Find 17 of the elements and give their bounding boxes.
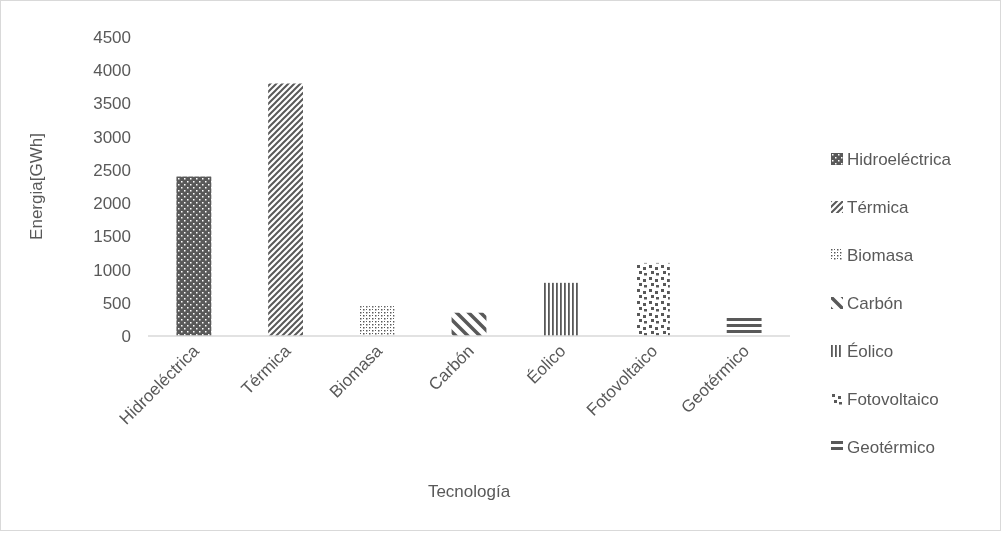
legend-label: Hidroeléctrica xyxy=(847,150,952,169)
y-tick-label: 4000 xyxy=(93,61,131,81)
y-tick-label: 4500 xyxy=(93,27,131,47)
y-tick-label: 3500 xyxy=(93,94,131,114)
y-tick-label: 2000 xyxy=(93,194,131,214)
y-axis-title: Energia[GWh] xyxy=(27,133,46,240)
x-axis-title: Tecnología xyxy=(427,482,511,501)
y-tick-label: 3000 xyxy=(93,127,131,147)
y-tick-label: 500 xyxy=(102,293,131,313)
y-tick-label: 0 xyxy=(121,326,131,346)
legend-label: Biomasa xyxy=(847,246,914,265)
legend-label: Térmica xyxy=(847,198,909,217)
legend-label: Geotérmico xyxy=(847,438,935,457)
legend-label: Carbón xyxy=(847,294,903,313)
y-tick-label: 2500 xyxy=(93,160,131,180)
y-tick-label: 1000 xyxy=(93,260,131,280)
y-tick-label: 1500 xyxy=(93,227,131,247)
